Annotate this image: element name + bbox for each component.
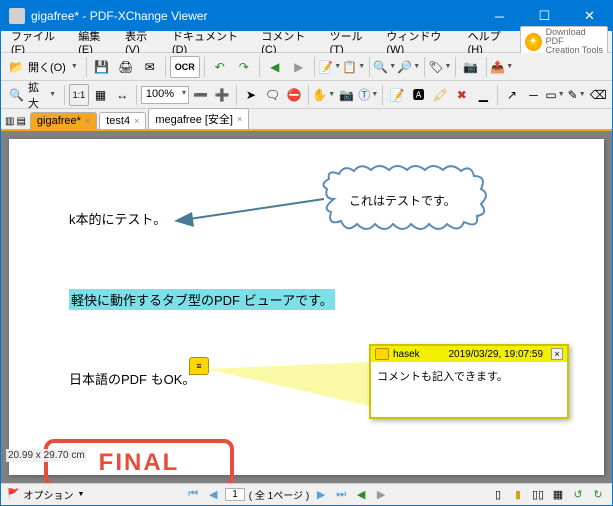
rect-tool[interactable]: ▭▼	[545, 84, 565, 106]
tool-edit-button[interactable]: 📝▼	[319, 56, 341, 78]
undo-button[interactable]: ↶	[209, 56, 231, 78]
page-count: ( 全 1ページ )	[249, 487, 309, 502]
popup-body[interactable]: コメントも記入できます。	[371, 362, 567, 417]
rotate-cw-button[interactable]: ↻	[590, 487, 606, 503]
redo-button[interactable]: ↷	[233, 56, 255, 78]
first-page-button[interactable]: ⏮	[185, 487, 201, 503]
layout-cont-button[interactable]: ▮	[510, 487, 526, 503]
zoom-out-button[interactable]: ➖	[191, 84, 211, 106]
underline-tool[interactable]: ▁	[474, 84, 494, 106]
next-page-button[interactable]: ▶	[313, 487, 329, 503]
zoom-in-button[interactable]: ➕	[213, 84, 233, 106]
rotate-ccw-button[interactable]: ↺	[570, 487, 586, 503]
print-button[interactable]: 🖨	[115, 56, 137, 78]
sticky-note-icon[interactable]: ≡	[189, 357, 209, 375]
layout-cont-facing-button[interactable]: ▦	[550, 487, 566, 503]
menubar: ファイル(F) 編集(E) 表示(V) ドキュメント(D) コメント(C) ツー…	[1, 31, 612, 53]
open-button[interactable]: 📂開く(O)▼	[5, 56, 82, 78]
typewriter-tool[interactable]: 🅰	[409, 84, 429, 106]
find-button[interactable]: 🔍▼	[374, 56, 396, 78]
statusbar: 🚩 オプション ▼ ⏮ ◀ 1 ( 全 1ページ ) ▶ ⏭ ◀ ▶ ▯ ▮ ▯…	[1, 483, 612, 505]
snapshot-tool[interactable]: 📷	[337, 84, 357, 106]
tab-gigafree[interactable]: gigafree*×	[30, 112, 97, 129]
last-page-button[interactable]: ⏭	[333, 487, 349, 503]
layout-facing-button[interactable]: ▯▯	[530, 487, 546, 503]
promo-text: Download PDF Creation Tools	[546, 28, 603, 55]
popup-header[interactable]: hasek 2019/03/29, 19:07:59 ×	[371, 346, 567, 362]
tab-megafree[interactable]: megafree [安全]×	[148, 108, 249, 129]
popup-close-button[interactable]: ×	[551, 348, 563, 360]
cross-tool[interactable]: ✖	[452, 84, 472, 106]
ocr-button[interactable]: OCR	[170, 56, 200, 78]
highlight-tool[interactable]: 🖍	[430, 84, 450, 106]
nav-back-button[interactable]: ◀	[264, 56, 286, 78]
toolbar-2: 🔍拡大▼ 1:1 ▦ ↔ 100% ➖ ➕ ➤ 🗨 ⛔ ✋▼ 📷 Ⓣ▼ 📝 🅰 …	[1, 81, 612, 109]
sticky-note-tool[interactable]: 📝	[387, 84, 407, 106]
page-dimensions: 20.99 x 29.70 cm	[6, 449, 87, 462]
promo-icon: ✦	[525, 33, 542, 51]
tab-close-icon[interactable]: ×	[85, 116, 90, 126]
page-number-input[interactable]: 1	[225, 488, 245, 501]
arrow-tool[interactable]: ↗	[502, 84, 522, 106]
tile-v-icon[interactable]: ▤	[16, 116, 25, 127]
callout-triangle	[207, 361, 377, 421]
stop-tool[interactable]: ⛔	[284, 84, 304, 106]
note-tool[interactable]: 🗨	[263, 84, 283, 106]
stamp-tool-button[interactable]: 🏷▼	[429, 56, 451, 78]
nav-fwd-status[interactable]: ▶	[373, 487, 389, 503]
erase-tool[interactable]: ⌫	[588, 84, 608, 106]
tab-close-icon[interactable]: ×	[134, 116, 139, 126]
arrow-annotation[interactable]	[174, 194, 334, 244]
tile-h-icon[interactable]: ▥	[5, 116, 14, 127]
fit-page-button[interactable]: ▦	[91, 84, 111, 106]
fit-actual-button[interactable]: 1:1	[69, 84, 89, 106]
pencil-tool[interactable]: ✎▼	[567, 84, 587, 106]
fit-width-button[interactable]: ↔	[112, 84, 132, 106]
popup-note-icon	[375, 348, 389, 360]
search-button[interactable]: 🔎▼	[398, 56, 420, 78]
document-tabs: ▥ ▤ gigafree*× test4× megafree [安全]×	[1, 109, 612, 131]
zoom-combo[interactable]: 100%	[141, 86, 189, 104]
toolbar-1: 📂開く(O)▼ 💾 🖨 ✉ OCR ↶ ↷ ◀ ▶ 📝▼ 📋▼ 🔍▼ 🔎▼ 🏷▼…	[1, 53, 612, 81]
email-button[interactable]: ✉	[139, 56, 161, 78]
tab-close-icon[interactable]: ×	[237, 114, 242, 124]
window-title: gigafree* - PDF-XChange Viewer	[31, 9, 477, 23]
hand-tool[interactable]: ✋▼	[313, 84, 335, 106]
comment-popup[interactable]: hasek 2019/03/29, 19:07:59 × コメントも記入できます…	[369, 344, 569, 419]
text-line-3: 日本語のPDF もOK。	[69, 369, 195, 388]
text-line-1: k本的にテスト。	[69, 209, 166, 228]
prev-page-button[interactable]: ◀	[205, 487, 221, 503]
document-area[interactable]: k本的にテスト。 これはテストです。 軽快に動作するタブ型のPDF ビューアです…	[1, 131, 612, 483]
tool-form-button[interactable]: 📋▼	[343, 56, 365, 78]
cloud-text: これはテストです。	[349, 192, 456, 209]
options-flag-icon: 🚩	[7, 489, 19, 500]
snapshot-button[interactable]: 📷	[460, 56, 482, 78]
select-tool[interactable]: Ⓣ▼	[358, 84, 378, 106]
app-icon	[9, 8, 25, 24]
app-window: gigafree* - PDF-XChange Viewer ─ ☐ ✕ ファイ…	[0, 0, 613, 506]
popup-username: hasek	[393, 349, 420, 360]
highlighted-text: 軽快に動作するタブ型のPDF ビューアです。	[69, 289, 335, 310]
layout-single-button[interactable]: ▯	[490, 487, 506, 503]
nav-fwd-button[interactable]: ▶	[288, 56, 310, 78]
line-tool[interactable]: ─	[524, 84, 544, 106]
nav-back-status[interactable]: ◀	[353, 487, 369, 503]
save-button[interactable]: 💾	[91, 56, 113, 78]
pdf-page[interactable]: k本的にテスト。 これはテストです。 軽快に動作するタブ型のPDF ビューアです…	[9, 139, 604, 475]
export-button[interactable]: 📤▼	[491, 56, 513, 78]
options-button[interactable]: オプション	[23, 487, 73, 502]
tab-test4[interactable]: test4×	[99, 112, 146, 129]
popup-date: 2019/03/29, 19:07:59	[424, 349, 543, 360]
cursor-tool[interactable]: ➤	[241, 84, 261, 106]
zoom-tool-button[interactable]: 🔍拡大▼	[5, 84, 60, 106]
